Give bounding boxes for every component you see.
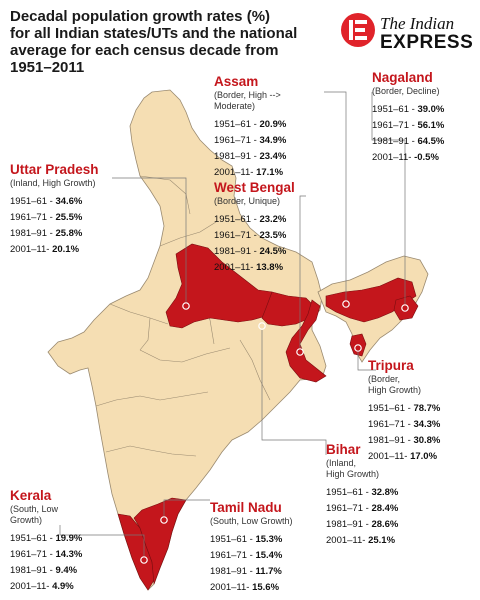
marker-tamil-nadu (160, 516, 168, 524)
rate-row: 1981–91 - 28.6% (326, 519, 399, 530)
rate-row: 1951–61 - 20.9% (214, 119, 287, 130)
state-name: Nagaland (372, 70, 433, 85)
rate-row: 1951–61 - 32.8% (326, 487, 399, 498)
rate-row: 2001–11- 20.1% (10, 244, 80, 255)
rate-row: 2001–11- 4.9% (10, 581, 74, 592)
rate-row: 1981–91 - 25.8% (10, 228, 83, 239)
state-west-bengal (285, 299, 327, 383)
info-block-kerala: Kerala (South, Low Growth) 1951–61 - 19.9… (10, 488, 82, 595)
marker-kerala (140, 556, 148, 564)
state-category: (Border, Decline) (372, 86, 440, 96)
state-tamil-nadu (133, 497, 187, 585)
state-name: West Bengal (214, 180, 295, 195)
title-line: 1951–2011 (10, 59, 85, 76)
rate-row: 1951–61 - 15.3% (210, 534, 283, 545)
rate-row: 1981–91 - 64.5% (372, 136, 445, 147)
info-block-tamil-nadu: Tamil Nadu (South, Low Growth) 1951–61 -… (210, 500, 293, 596)
rate-row: 1951–61 - 39.0% (372, 104, 445, 115)
rate-row: 1981–91 - 23.4% (214, 151, 287, 162)
leader-uttar-pradesh (112, 177, 187, 302)
title-line: for all Indian states/UTs and the nation… (10, 25, 298, 42)
leader-kerala (59, 525, 145, 556)
title-line: average for each census decade from (10, 42, 279, 59)
state-markers (140, 300, 409, 564)
rate-row: 1961–71 - 28.4% (326, 503, 399, 514)
rate-row: 1981–91 - 24.5% (214, 246, 287, 257)
state-category: (South, Low Growth) (10, 504, 59, 525)
info-block-nagaland: Nagaland (Border, Decline) 1951–61 - 39.… (372, 70, 444, 166)
indian-express-logo: The Indian EXPRESS (340, 12, 475, 54)
state-category: (South, Low Growth) (210, 516, 293, 526)
marker-nagaland (401, 304, 409, 312)
info-block-uttar-pradesh: Uttar Pradesh (Inland, High Growth) 1951… (10, 162, 99, 258)
leader-tamil-nadu (163, 499, 210, 516)
info-block-west-bengal: West Bengal (Border, Unique) 1951–61 - 2… (214, 180, 295, 276)
rate-row: 1961–71 - 14.3% (10, 549, 83, 560)
leader-west-bengal (299, 195, 306, 348)
rate-row: 1981–91 - 30.8% (368, 435, 441, 446)
state-category: (Inland, High Growth) (10, 178, 96, 188)
state-name: Bihar (326, 442, 361, 457)
rate-row: 2001–11- 17.1% (214, 167, 284, 178)
state-nagaland (393, 295, 419, 321)
marker-assam (342, 300, 350, 308)
state-category: (Border, High --> Moderate) (214, 90, 281, 111)
rate-row: 1961–71 - 34.3% (368, 419, 441, 430)
leader-nagaland (371, 92, 406, 304)
logo-text-line2: EXPRESS (380, 32, 474, 53)
rate-row: 1951–61 - 19.9% (10, 533, 83, 544)
state-borders (95, 175, 271, 457)
state-name: Kerala (10, 488, 52, 503)
marker-tripura (354, 344, 362, 352)
rate-row: 2001–11- 15.6% (210, 582, 280, 593)
rate-row: 2001–11- 25.1% (326, 535, 396, 546)
state-name: Assam (214, 74, 259, 89)
rate-row: 1951–61 - 23.2% (214, 214, 287, 225)
info-block-assam: Assam (Border, High --> Moderate) 1951–61… (214, 74, 286, 181)
leader-bihar (261, 330, 327, 455)
logo-mark-icon (341, 13, 375, 47)
logo-text-line1: The Indian (380, 14, 455, 33)
rate-row: 2001–11- 13.8% (214, 262, 284, 273)
rate-row: 2001–11- -0.5% (372, 152, 439, 163)
leader-lines (59, 91, 406, 556)
rate-row: 1951–61 - 78.7% (368, 403, 441, 414)
state-name: Uttar Pradesh (10, 162, 99, 177)
rate-row: 1981–91 - 11.7% (210, 566, 282, 577)
leader-tripura (357, 352, 376, 371)
rate-row: 2001–11- 17.0% (368, 451, 438, 462)
info-block-tripura: Tripura (Border, High Growth) 1951–61 - 7… (368, 358, 440, 465)
marker-bihar (258, 322, 266, 330)
marker-west-bengal (296, 348, 304, 356)
rate-row: 1961–71 - 34.9% (214, 135, 287, 146)
rate-row: 1961–71 - 56.1% (372, 120, 445, 131)
state-uttar-pradesh (165, 243, 275, 329)
state-name: Tamil Nadu (210, 500, 282, 515)
leader-assam (324, 91, 347, 300)
info-block-bihar: Bihar (Inland, High Growth) 1951–61 - 32.… (326, 442, 398, 549)
rate-row: 1951–61 - 34.6% (10, 196, 83, 207)
page-title: Decadal population growth rates (%) for … (10, 8, 310, 76)
state-category: (Border, Unique) (214, 196, 281, 206)
rate-row: 1961–71 - 15.4% (210, 550, 283, 561)
marker-uttar-pradesh (182, 302, 190, 310)
title-line: Decadal population growth rates (%) (10, 8, 271, 25)
state-category: (Border, High Growth) (368, 374, 422, 395)
rate-row: 1981–91 - 9.4% (10, 565, 78, 576)
state-category: (Inland, High Growth) (326, 458, 380, 479)
rate-row: 1961–71 - 25.5% (10, 212, 83, 223)
rate-row: 1961–71 - 23.5% (214, 230, 287, 241)
state-name: Tripura (368, 358, 414, 373)
